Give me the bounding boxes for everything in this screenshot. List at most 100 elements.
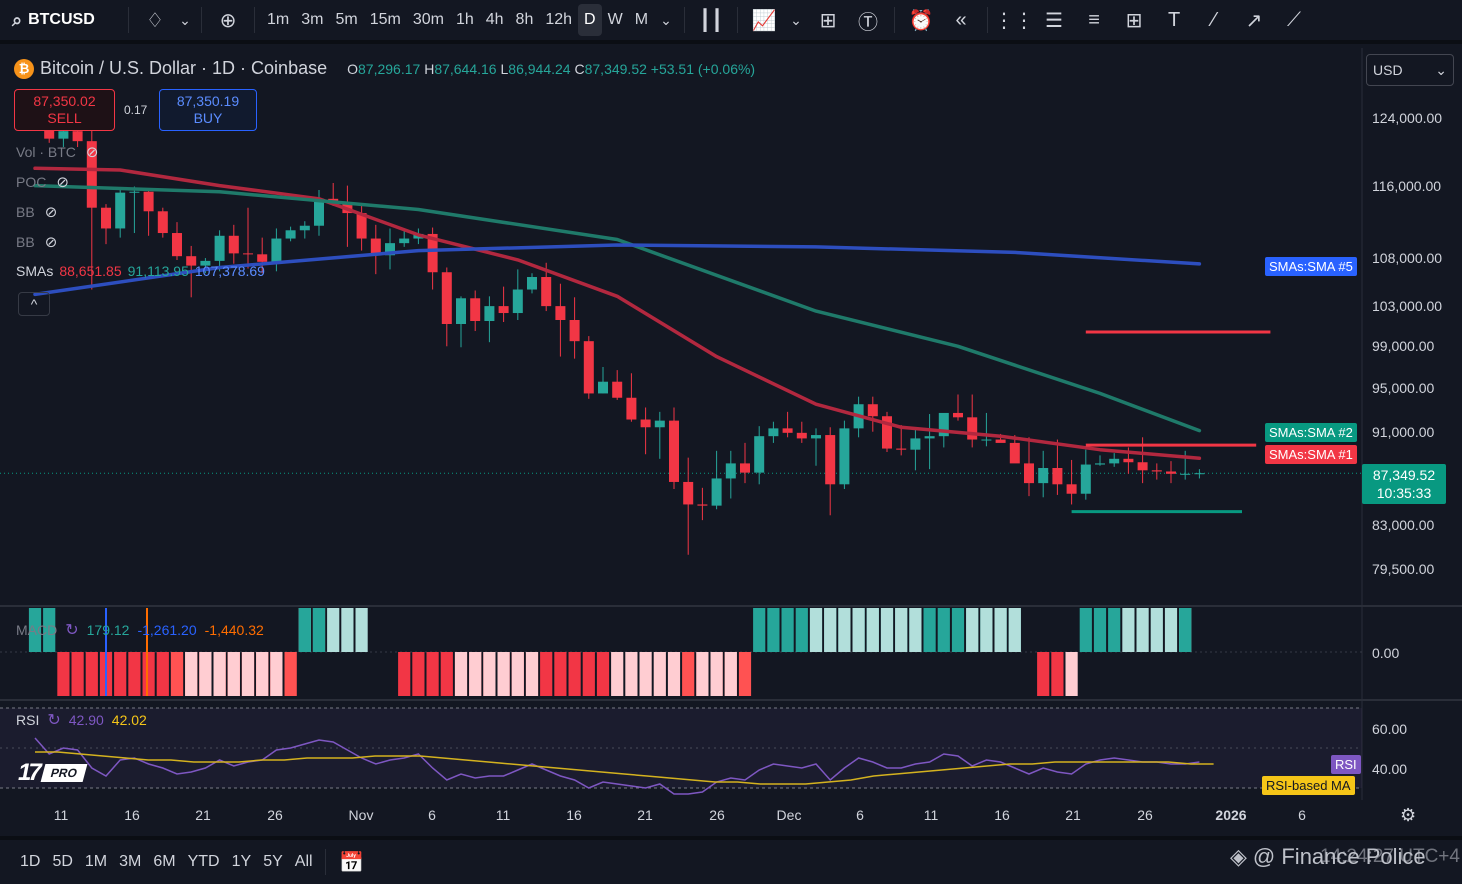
cycle-icon: ↻: [65, 622, 79, 639]
template-icon[interactable]: Ⓣ: [858, 11, 879, 34]
high-value: 87,644.16: [434, 60, 497, 77]
macd-legend[interactable]: MACD ↻ 179.12 -1,261.20 -1,440.32: [16, 620, 264, 640]
add-symbol-icon[interactable]: ⊕: [219, 9, 237, 32]
range-all[interactable]: All: [294, 853, 313, 870]
alert-icon[interactable]: ⏰: [908, 9, 934, 32]
interval-3m[interactable]: 3m: [301, 11, 324, 28]
indicator-smas[interactable]: SMAs 88,651.85 91,113.95 107,378.69: [16, 263, 265, 279]
fib-tool-icon[interactable]: ☰: [1045, 9, 1064, 32]
chart-title: Bitcoin / U.S. Dollar · 1D · Coinbase: [40, 58, 328, 78]
range-5y[interactable]: 5Y: [263, 853, 283, 870]
candle-body: [228, 235, 239, 254]
tradingview-logo[interactable]: 17 PRO: [18, 759, 88, 787]
macd-histogram-bar: [937, 608, 950, 652]
interval-15m[interactable]: 15m: [369, 11, 401, 28]
chevron-down-icon[interactable]: ⌄: [790, 11, 802, 28]
sma2-value: 91,113.95: [127, 263, 189, 279]
utc-clock[interactable]: 14:24:27 UTC+4: [1320, 846, 1460, 867]
eye-hidden-icon[interactable]: ⊘: [44, 234, 58, 251]
text-tool-icon[interactable]: T: [1167, 8, 1181, 31]
macd-histogram-bar: [895, 608, 908, 652]
arrow-tool-icon[interactable]: ↗: [1245, 9, 1263, 32]
chart-area[interactable]: [0, 48, 1462, 836]
indicators-icon[interactable]: 📈: [751, 9, 777, 32]
range-5d[interactable]: 5D: [52, 853, 73, 870]
collapse-legend-button[interactable]: ^: [18, 292, 50, 316]
macd-histogram-bar: [28, 608, 42, 652]
candle-body: [172, 233, 182, 257]
gem-icon[interactable]: ♢: [146, 9, 164, 32]
candle-body: [981, 439, 992, 441]
range-ytd[interactable]: YTD: [187, 853, 220, 870]
macd-histogram-bar: [185, 652, 198, 696]
eye-hidden-icon[interactable]: ⊘: [85, 144, 99, 161]
drag-handle-icon[interactable]: ⋮⋮: [994, 9, 1035, 32]
trend-line-icon[interactable]: ⁄: [1212, 8, 1216, 31]
chart-canvas[interactable]: [0, 48, 1462, 836]
eye-hidden-icon[interactable]: ⊘: [56, 174, 69, 191]
interval-d[interactable]: D: [578, 4, 602, 36]
macd-histogram-bar: [1065, 652, 1078, 696]
candle-body: [243, 253, 253, 255]
range-1y[interactable]: 1Y: [231, 853, 252, 870]
macd-histogram-bar: [923, 608, 936, 652]
candle-body: [58, 131, 69, 139]
range-1m[interactable]: 1M: [84, 853, 108, 870]
symbol-search[interactable]: ⌕ BTCUSD: [4, 4, 122, 36]
macd-label: MACD: [16, 622, 58, 638]
range-6m[interactable]: 6M: [153, 853, 176, 870]
candle-body: [441, 272, 452, 324]
sma1-value: 88,651.85: [59, 263, 122, 279]
candle-body: [796, 432, 807, 439]
macd-histogram-bar: [795, 608, 808, 652]
candles-icon[interactable]: ┃┃: [699, 9, 724, 32]
interval-4h[interactable]: 4h: [485, 11, 504, 28]
chevron-down-icon[interactable]: ⌄: [660, 11, 672, 28]
eye-hidden-icon[interactable]: ⊘: [44, 204, 58, 221]
sma-line-5: [33, 243, 1202, 297]
candle-body: [1009, 442, 1020, 464]
candle-body: [697, 504, 708, 506]
interval-8h[interactable]: 8h: [515, 11, 534, 28]
candle-body: [811, 435, 821, 439]
candle-body: [754, 436, 765, 473]
buy-button[interactable]: 87,350.19 BUY: [159, 89, 257, 131]
chevron-down-icon[interactable]: ⌄: [179, 11, 191, 28]
macd-histogram-bar: [809, 608, 823, 652]
macd-histogram-bar: [483, 652, 496, 696]
indicator-bb-1[interactable]: BB ⊘: [16, 203, 57, 221]
search-icon: ⌕: [12, 9, 23, 30]
candle-body: [1166, 471, 1176, 474]
replay-icon[interactable]: «: [955, 8, 967, 31]
interval-5m[interactable]: 5m: [335, 11, 358, 28]
buy-label: BUY: [193, 110, 223, 126]
interval-w[interactable]: W: [607, 11, 623, 28]
indicator-bb-2[interactable]: BB ⊘: [16, 233, 57, 251]
gear-icon[interactable]: ⚙: [1400, 805, 1417, 825]
interval-30m[interactable]: 30m: [412, 11, 444, 28]
calendar-icon[interactable]: 📅: [339, 851, 364, 874]
range-3m[interactable]: 3M: [119, 853, 142, 870]
macd-histogram-bar: [710, 652, 723, 696]
ray-tool-icon[interactable]: ⟋: [1287, 8, 1302, 31]
price-axis-label: 124,000.00: [1372, 110, 1443, 126]
rsi-legend[interactable]: RSI ↻ 42.90 42.02: [16, 710, 147, 730]
sell-button[interactable]: 87,350.02 SELL: [14, 89, 115, 131]
indicator-vol[interactable]: Vol · BTC ⊘: [16, 143, 98, 161]
lines-tool-icon[interactable]: ≡: [1088, 8, 1100, 31]
macd-histogram-bar: [327, 608, 340, 652]
measure-tool-icon[interactable]: ⊞: [1125, 9, 1143, 32]
interval-1h[interactable]: 1h: [455, 11, 474, 28]
smas-label: SMAs: [16, 263, 54, 279]
interval-12h[interactable]: 12h: [545, 11, 573, 28]
macd-histogram-bar: [852, 608, 865, 652]
currency-select[interactable]: USD ⌄: [1366, 54, 1454, 86]
interval-m[interactable]: M: [634, 11, 649, 28]
interval-1m[interactable]: 1m: [267, 11, 290, 28]
indicator-poc[interactable]: POC ⊘: [16, 173, 69, 191]
macd-histogram-bar: [1008, 608, 1021, 652]
range-1d[interactable]: 1D: [20, 853, 41, 870]
layout-grid-icon[interactable]: ⊞: [819, 9, 837, 32]
macd-histogram-bar: [71, 652, 84, 696]
macd-histogram-bar: [412, 652, 425, 696]
